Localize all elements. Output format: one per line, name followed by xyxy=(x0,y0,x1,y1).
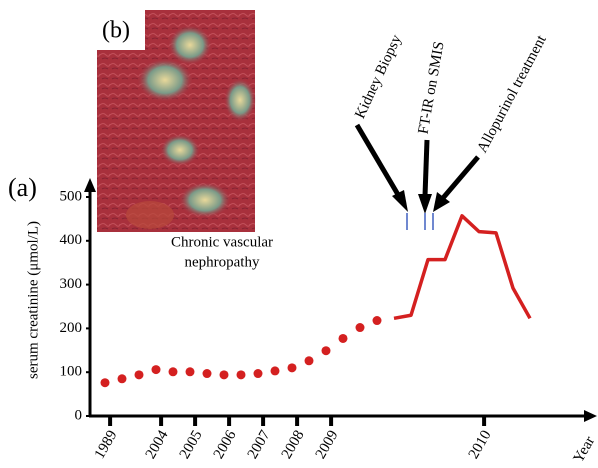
data-point xyxy=(185,367,195,377)
data-point xyxy=(355,323,365,333)
data-point xyxy=(219,370,229,380)
inset-caption: Chronic vascular xyxy=(171,234,273,250)
x-tick-label: 2005 xyxy=(177,428,206,462)
y-tick-label: 500 xyxy=(60,188,83,204)
annotation: Allopurinol treatment xyxy=(474,32,550,155)
x-axis-label: Year xyxy=(571,434,598,466)
data-point xyxy=(117,374,127,384)
data-point xyxy=(321,346,331,356)
data-line xyxy=(393,214,532,321)
data-point xyxy=(236,370,246,380)
data-point xyxy=(287,363,297,373)
data-point xyxy=(270,366,280,376)
x-tick-label: 2008 xyxy=(279,428,308,462)
axes xyxy=(84,178,597,422)
annotation: Kidney Biopsy xyxy=(352,32,405,121)
panel-label: (b) xyxy=(102,18,130,44)
x-tick-label: 1989 xyxy=(92,428,121,462)
inset-micrograph xyxy=(97,10,256,232)
event-markers xyxy=(406,213,434,230)
data-point xyxy=(100,378,110,388)
annotation: FT-IR on SMIS xyxy=(416,40,448,135)
data-point xyxy=(372,316,382,326)
inset-caption: nephropathy xyxy=(185,254,260,270)
data-point xyxy=(202,369,212,379)
y-tick-label: 300 xyxy=(60,276,83,292)
y-axis-label: serum creatinine (μmol/L) xyxy=(25,221,41,379)
x-tick-label: 2006 xyxy=(211,427,240,461)
data-point xyxy=(253,369,263,379)
x-tick-label: 2010 xyxy=(466,428,495,462)
y-tick-label: 100 xyxy=(60,364,83,380)
panel-label: (a) xyxy=(8,173,37,202)
x-tick-label: 2009 xyxy=(313,428,342,462)
event-arrows xyxy=(354,123,480,214)
data-point xyxy=(134,370,144,380)
y-tick-label: 400 xyxy=(60,232,83,248)
x-tick-label: 2004 xyxy=(143,427,172,461)
data-point xyxy=(168,367,178,377)
data-point xyxy=(151,365,161,375)
y-tick-label: 200 xyxy=(60,320,83,336)
y-tick-label: 0 xyxy=(75,407,83,423)
data-point xyxy=(338,333,348,343)
data-point xyxy=(304,356,314,366)
x-tick-label: 2007 xyxy=(245,427,274,461)
